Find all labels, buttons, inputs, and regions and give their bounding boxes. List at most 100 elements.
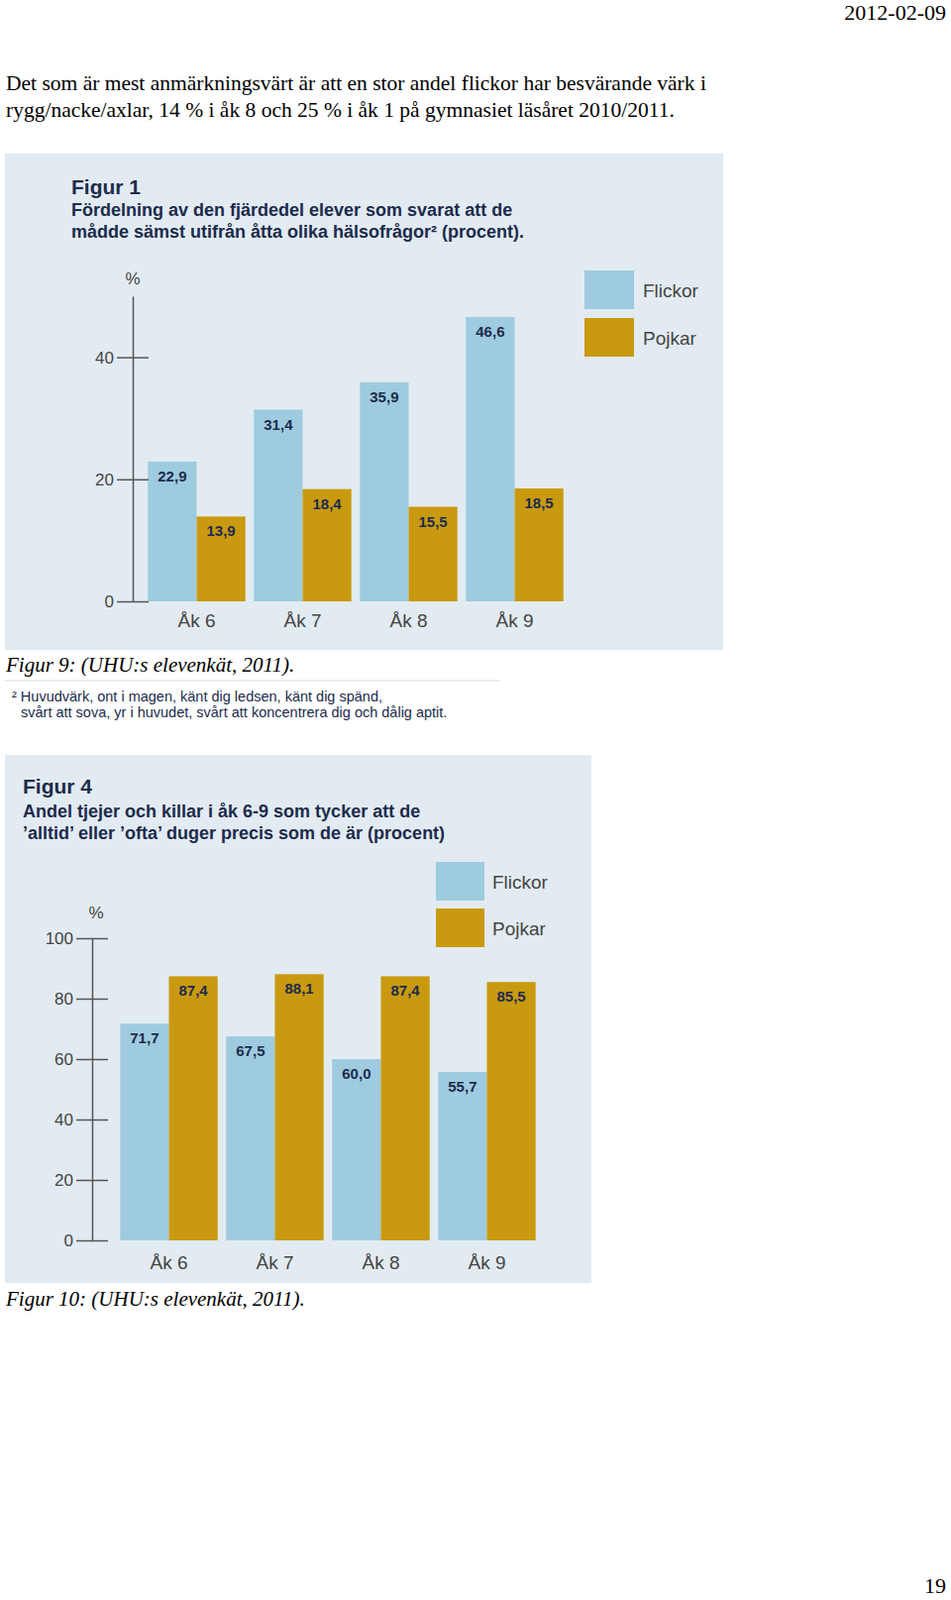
chart-subtitle: mådde sämst utifrån åtta olika hälsofråg… (71, 221, 525, 242)
x-tick-label: Åk 8 (389, 609, 427, 631)
y-axis-line (132, 297, 135, 603)
data-label: 15,5 (419, 513, 448, 530)
y-tick-label: 100 (45, 929, 74, 949)
x-tick: Åk 9 (467, 1251, 506, 1272)
x-tick-label: Åk 7 (255, 1251, 294, 1272)
caption: Figur 10: (UHU:s elevenkät, 2011). (4, 1286, 306, 1311)
x-tick: Åk 7 (255, 1251, 294, 1272)
tick-mark (76, 1058, 108, 1061)
y-axis: 0 20 40 60 80 100 (45, 929, 108, 1251)
bars (119, 973, 535, 1241)
y-tick-label: 40 (54, 1110, 74, 1130)
x-tick-label: Åk 8 (361, 1251, 400, 1272)
y-axis-label: % (88, 903, 104, 923)
y-tick: 20 (95, 470, 149, 490)
tick-mark (76, 998, 108, 1001)
tick-mark (116, 356, 149, 359)
tick-mark (76, 938, 108, 941)
legend: Flickor Pojkar (435, 861, 549, 948)
legend: Flickor Pojkar (584, 270, 700, 357)
bar (169, 975, 218, 1241)
legend-swatch (584, 317, 634, 357)
data-labels: 71,767,560,055,787,488,187,485,5 (129, 979, 526, 1095)
y-tick: 80 (54, 989, 108, 1009)
chart-background (4, 153, 724, 650)
bar (465, 317, 515, 602)
footnote-rule (4, 680, 501, 682)
y-tick: 100 (45, 929, 108, 949)
data-label: 35,9 (369, 388, 399, 406)
caption: Figur 9: (UHU:s elevenkät, 2011). (4, 652, 295, 677)
legend-label: Flickor (492, 871, 549, 893)
y-tick-label: 0 (64, 1231, 74, 1251)
legend-swatch (584, 270, 634, 310)
y-tick: 20 (54, 1170, 108, 1190)
x-tick-label: Åk 9 (495, 609, 533, 631)
data-label: 55,7 (447, 1077, 477, 1095)
data-label: 88,1 (285, 979, 315, 997)
data-label: 67,5 (235, 1042, 265, 1059)
bar (225, 1036, 275, 1241)
page: 2012-02-09 Det som är mest anmärkningsvär… (0, 0, 951, 1600)
bar (331, 1058, 381, 1241)
x-tick-label: Åk 7 (283, 609, 321, 631)
y-tick: 0 (64, 1231, 108, 1251)
y-tick-label: 20 (54, 1170, 74, 1190)
data-labels: 22,931,435,946,613,918,415,518,5 (157, 322, 553, 539)
chart-title: Figur 1 (71, 175, 141, 199)
bar (437, 1071, 487, 1241)
x-tick: Åk 6 (177, 609, 215, 631)
tick-mark (116, 479, 149, 482)
bar (303, 489, 352, 602)
x-tick: Åk 8 (361, 1251, 400, 1272)
chart-background (4, 754, 592, 1283)
bar (515, 488, 564, 602)
tick-mark (76, 1179, 108, 1182)
y-tick-label: 40 (95, 348, 114, 368)
y-tick: 60 (54, 1050, 108, 1069)
paragraph-line: rygg/nacke/axlar, 14 % i åk 8 och 25 % i… (5, 98, 675, 122)
chart: Figur 4 Andel tjejer och killar i åk 6-9 … (4, 754, 592, 1283)
legend-swatch (435, 908, 485, 948)
data-label: 87,4 (179, 981, 210, 999)
legend-swatch (435, 861, 485, 901)
date: 2012-02-09 (844, 0, 947, 25)
bar (359, 382, 409, 602)
bar (119, 1023, 169, 1241)
chart-title: Figur 4 (22, 774, 93, 798)
bars (147, 317, 563, 602)
chart: Figur 1Fördelning av den fjärdedel eleve… (4, 153, 724, 650)
chart-subtitle: ’alltid’ eller ’ofta’ duger precis som d… (22, 823, 445, 844)
legend-label: Pojkar (642, 327, 698, 349)
bar (197, 516, 246, 602)
paragraph-line: Det som är mest anmärkningsvärt är att e… (5, 71, 707, 96)
legend-label: Flickor (642, 280, 700, 302)
bar (381, 975, 430, 1241)
data-label: 87,4 (391, 981, 422, 999)
y-tick-label: 0 (105, 592, 114, 612)
tick-mark (116, 601, 149, 604)
data-label: 85,5 (497, 987, 527, 1005)
bar (253, 410, 303, 602)
x-tick: Åk 6 (149, 1251, 188, 1272)
data-label: 22,9 (157, 467, 187, 485)
x-tick-label: Åk 6 (149, 1251, 188, 1272)
data-label: 18,4 (313, 495, 343, 513)
y-tick-label: 80 (54, 989, 74, 1009)
tick-mark (76, 1240, 108, 1243)
data-label: 71,7 (129, 1029, 159, 1047)
page-number: 19 (924, 1573, 947, 1598)
y-tick: 0 (105, 592, 149, 612)
data-label: 46,6 (475, 322, 505, 340)
chart-subtitle: Andel tjejer och killar i åk 6-9 som tyc… (22, 801, 421, 822)
footnote-line: svårt att sova, yr i huvudet, svårt att … (20, 704, 447, 721)
x-axis: Åk 6 Åk 7 Åk 8 Åk 9 (177, 609, 533, 631)
data-label: 18,5 (525, 494, 554, 512)
y-tick-label: 20 (95, 470, 114, 490)
y-axis-label: % (124, 269, 140, 289)
y-tick-label: 60 (54, 1050, 74, 1069)
bar (147, 461, 197, 602)
data-label: 13,9 (207, 522, 236, 539)
legend-label: Pojkar (492, 918, 547, 940)
x-tick-label: Åk 6 (177, 609, 215, 631)
